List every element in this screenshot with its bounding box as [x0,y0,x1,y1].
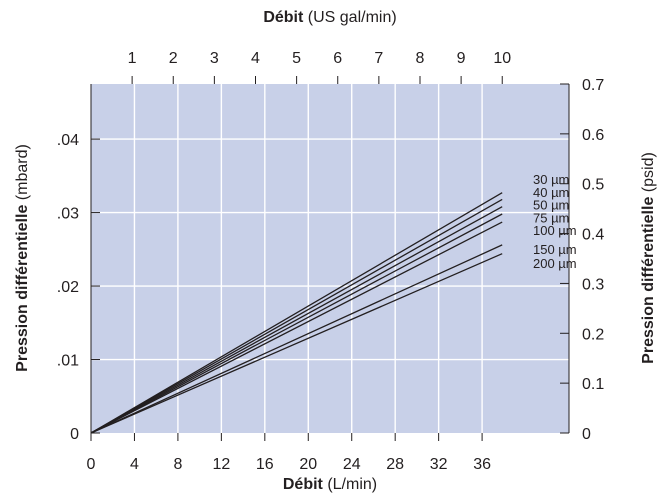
series-label: 50 µm [533,198,569,213]
series-label: 100 µm [533,223,577,238]
top-axis-tick-label: 5 [292,50,301,67]
left-axis-tick-label: .01 [57,353,79,370]
bottom-axis-tick-label: 20 [299,456,317,473]
series-label: 40 µm [533,185,569,200]
series-line [90,221,503,434]
bottom-axis-tick-label: 8 [173,456,182,473]
grid [91,84,569,433]
series-line [90,206,503,434]
bottom-axis-title: Débit (L/min) [283,476,377,493]
series-line [90,198,503,434]
top-axis-tick-label: 7 [374,50,383,67]
left-axis-title: Pression différentielle (mbard) [14,144,31,372]
right-axis-tick-label: 0.3 [582,276,604,293]
top-axis-tick-label: 9 [457,50,466,67]
series-label: 200 µm [533,256,577,271]
right-axis-title: Pression différentielle (psid) [640,152,657,364]
series-line [90,192,503,434]
top-axis-tick-label: 10 [493,50,511,67]
left-axis-tick-label: 0 [70,426,79,443]
left-axis-title-unit: (mbard) [14,144,31,200]
right-axis-title-bold: Pression différentielle [640,197,657,364]
right-axis-tick-label: 0 [582,426,591,443]
bottom-axis-tick-label: 32 [430,456,448,473]
right-axis-tick-label: 0.2 [582,326,604,343]
top-axis-title-bold: Débit [263,9,304,26]
top-axis-title-unit: (US gal/min) [308,9,397,26]
series-label: 150 µm [533,242,577,257]
bottom-axis-tick-label: 0 [87,456,96,473]
left-axis-title-bold: Pression différentielle [14,205,31,372]
right-axis-tick-label: 0.6 [582,127,604,144]
top-axis-tick-label: 6 [333,50,342,67]
right-axis-tick-label: 0.7 [582,77,604,94]
left-axis-tick-label: .02 [57,279,79,296]
series-label: 30 µm [533,172,569,187]
plot-area [91,84,569,433]
bottom-axis-title-bold: Débit [283,476,324,493]
right-axis-tick-label: 0.4 [582,227,604,244]
bottom-axis-tick-label: 4 [130,456,139,473]
series-line [90,244,503,434]
left-axis-tick-label: .04 [57,132,79,149]
bottom-axis-tick-label: 36 [473,456,491,473]
top-axis-tick-label: 4 [251,50,260,67]
series-label: 75 µm [533,210,569,225]
bottom-axis-tick-label: 28 [386,456,404,473]
right-axis-tick-label: 0.1 [582,376,604,393]
bottom-axis-tick-label: 16 [256,456,274,473]
right-axis-title-unit: (psid) [640,152,657,192]
axis-ticks: 0 4 8 12 16 20 24 28 32 361 2 3 4 5 6 7 8 9 100.01.02.03.0… [57,50,605,473]
left-axis-tick-label: .03 [57,206,79,223]
bottom-axis-tick-label: 12 [212,456,230,473]
series-lines [90,192,503,434]
top-axis-tick-label: 2 [169,50,178,67]
top-axis-tick-label: 3 [210,50,219,67]
series-line [90,253,503,434]
right-axis-tick-label: 0.5 [582,177,604,194]
top-axis-title: Débit (US gal/min) [263,9,396,26]
bottom-axis-tick-label: 24 [343,456,361,473]
top-axis-tick-label: 8 [416,50,425,67]
bottom-axis-title-unit: (L/min) [327,476,377,493]
series-line [90,213,503,434]
top-axis-tick-label: 1 [128,50,137,67]
